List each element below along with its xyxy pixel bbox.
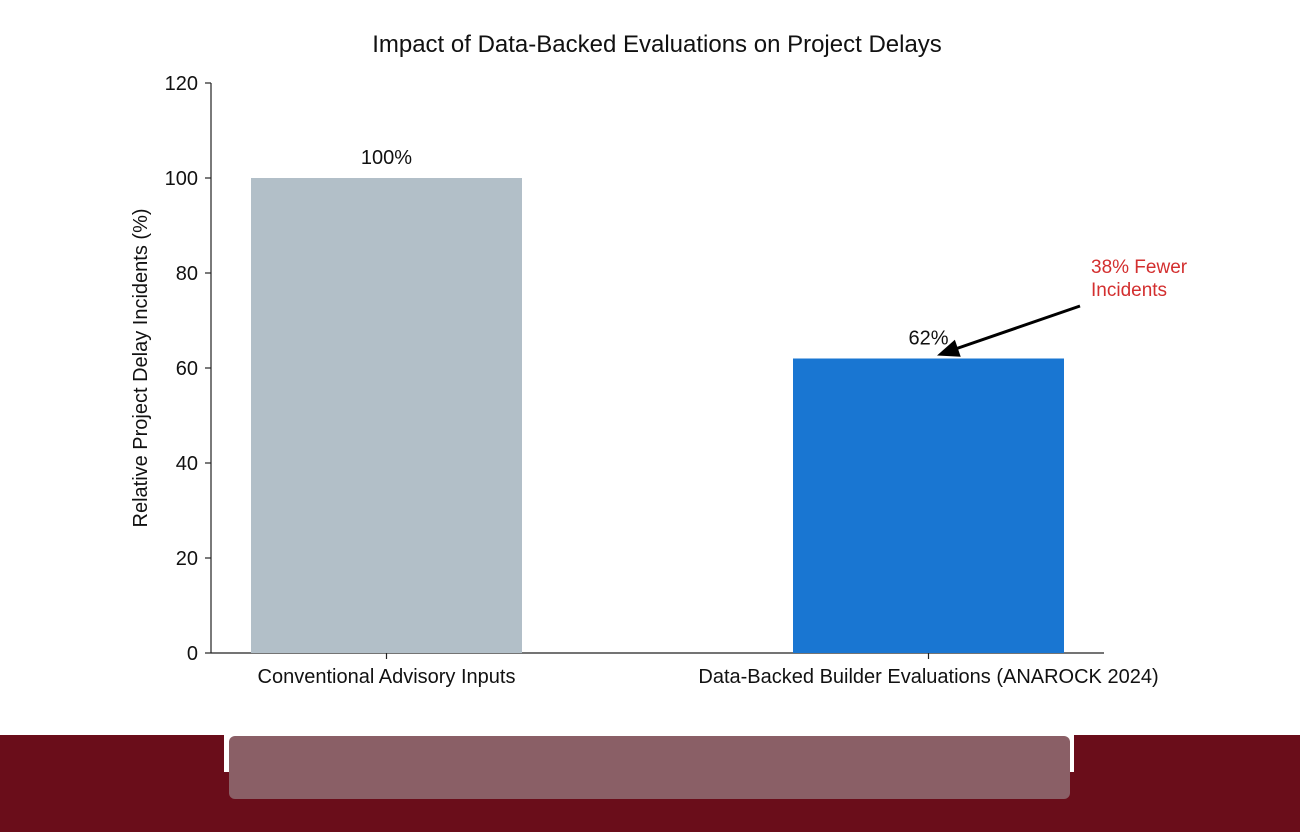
y-tick-label: 40 <box>176 453 198 475</box>
y-tick-label: 20 <box>176 548 198 570</box>
data-label: 62% <box>908 328 948 350</box>
y-tick-label: 0 <box>187 643 198 665</box>
x-tick-label: Conventional Advisory Inputs <box>258 666 516 688</box>
annotation-arrow-shaft <box>950 304 1081 352</box>
data-label: 100% <box>361 147 412 169</box>
y-tick-label: 100 <box>165 168 198 190</box>
y-tick-label: 80 <box>176 263 198 285</box>
bar-2 <box>793 358 1064 653</box>
annotation-arrow-head <box>937 339 961 357</box>
y-tick-label: 120 <box>165 73 198 95</box>
x-tick-label: Data-Backed Builder Evaluations (ANAROCK… <box>698 666 1158 688</box>
annotation-text: 38% Fewer <box>1091 257 1188 278</box>
bar-1 <box>251 178 522 653</box>
footer-panel <box>229 736 1070 799</box>
y-axis-label: Relative Project Delay Incidents (%) <box>130 208 152 527</box>
y-tick-label: 60 <box>176 358 198 380</box>
annotation-text: Incidents <box>1091 280 1167 301</box>
bar-chart: Impact of Data-Backed Evaluations on Pro… <box>130 31 1188 688</box>
plot-area: 0 20 40 60 80 100 120 Conventional Advisory Inp… <box>165 73 1188 688</box>
chart-title: Impact of Data-Backed Evaluations on Pro… <box>372 31 942 58</box>
